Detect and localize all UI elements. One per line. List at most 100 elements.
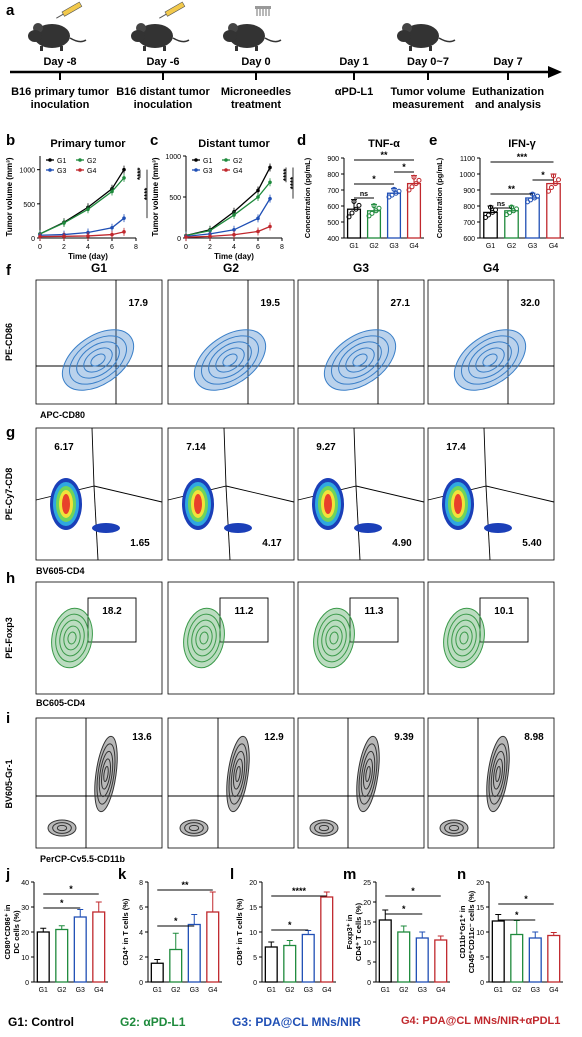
x-tick-label: G1 [39,987,48,994]
x-tick-label: G3 [418,987,427,994]
significance-label: * [515,910,519,920]
density-contour [345,347,375,373]
y-tick-label: 0 [31,236,35,243]
y-tick-label: 600 [463,236,475,243]
flow-cytometry-panels: G1 G2 G3 G4 17.9 19.5 27.1 32.0 PE-CD86 APC-CD80 6… [4,262,555,862]
data-point [184,235,188,239]
data-point [486,212,491,218]
x-tick-label: G1 [267,987,276,994]
bar-G1 [491,920,505,983]
density-heat [62,494,70,514]
gate-line [485,485,491,561]
timeline-event-label: Microneedles treatment [220,86,292,111]
y-tick-label: 1000 [459,172,475,179]
panel-label-d: d [297,132,307,149]
y-tick-label: 2 [139,955,143,962]
timeline-day-label: Day -6 [146,56,180,68]
data-point [256,216,260,221]
density-contour [360,750,376,798]
y-tick-label: 400 [327,236,339,243]
density-contour [323,329,397,391]
data-point [232,228,236,232]
syringe-barrel [164,1,186,17]
density-contour [98,750,114,798]
legend-marker [48,158,52,162]
x-axis-label: Time (day) [214,252,254,261]
plot-frame [167,581,295,695]
bar-G2 [397,931,411,983]
quadrant-percent: 7.14 [186,442,206,453]
plot-frame [297,581,425,695]
y-axis-label: CD11b⁺Gr1⁺ in [458,905,467,958]
chart-title: Distant tumor [198,138,270,150]
y-tick-label: 10 [476,930,484,937]
bar-G3 [187,923,201,983]
significance-label: * [411,886,415,896]
y-tick-label: 40 [21,880,29,887]
quadrant-percent: 6.17 [54,442,74,453]
quadrant-percent: 4.17 [262,538,282,549]
gate-box [479,597,529,643]
significance-label: ns [360,191,368,198]
group-legend: G1: Control G2: αPD-L1 G3: PDA@CL MNs/NI… [0,1015,582,1035]
density-contour [490,750,506,798]
significance-label: * [60,898,64,908]
x-tick-label: G4 [436,987,445,994]
significance-label: * [541,170,545,180]
x-tick-label: G4 [208,987,217,994]
mouse-icon [223,6,282,51]
y-tick-label: 5 [367,960,371,967]
data-point [356,202,362,208]
timeline-day-label: Day 1 [339,56,369,68]
density-contour [495,765,501,783]
gate-percent: 11.2 [235,606,254,617]
quadrant-percent: 4.90 [392,538,412,549]
density-contour [184,822,204,834]
y-tick-label: 1000 [19,168,35,175]
x-tick-label: 6 [110,244,114,251]
x-tick-label: G4 [94,987,103,994]
panel-label-e: e [429,132,438,149]
bar-G3 [528,937,542,983]
legend-label: G4 [87,168,96,175]
timeline-day-label: Day -8 [43,56,77,68]
x-tick-label: 8 [134,244,138,251]
density-heat [224,523,252,533]
x-tick-label: 4 [86,244,90,251]
x-tick-label: G2 [369,243,378,250]
data-point [535,193,540,199]
x-tick-label: G3 [190,987,199,994]
y-axis-label: CD4⁺ T cells (%) [354,902,363,961]
density-contour [222,353,238,367]
density-contour [325,625,343,651]
data-point [232,213,236,217]
y-tick-label: 5 [253,955,257,962]
density-contour [468,341,512,379]
bar-G2 [366,210,382,239]
y-tick-label: 0 [253,980,257,987]
bar-G1 [378,919,392,983]
x-tick-label: G2 [57,987,66,994]
data-point [411,174,417,180]
plot-frame [35,427,163,561]
significance-label: ** [380,150,388,160]
y-axis-label: CD45⁺CD11c⁻ cells (%) [467,890,476,973]
significance-label: ** [508,184,516,194]
density-contour [453,329,527,391]
y-axis-label: BV605-Gr-1 [4,759,14,808]
density-contour [447,613,481,663]
panel-label-l: l [230,866,235,883]
gate-line [485,485,555,503]
x-tick-label: G2 [512,987,521,994]
data-point [268,165,272,170]
series-line-G2 [39,177,125,235]
y-tick-label: 800 [327,172,339,179]
timeline-day-label: Day 0 [241,56,271,68]
x-axis-label: BV605-CD4 [36,566,85,576]
data-point [507,210,512,216]
group-header: G3 [353,262,369,275]
mouse-body [137,24,173,48]
mouse-leg [429,46,432,51]
gate-box [349,597,399,643]
chart-cd11b-gr1: 0 5 10 15 20 G1 G2 G3 G4 CD11b⁺Gr1⁺ in CD45⁺CD11c⁻… [458,880,563,994]
